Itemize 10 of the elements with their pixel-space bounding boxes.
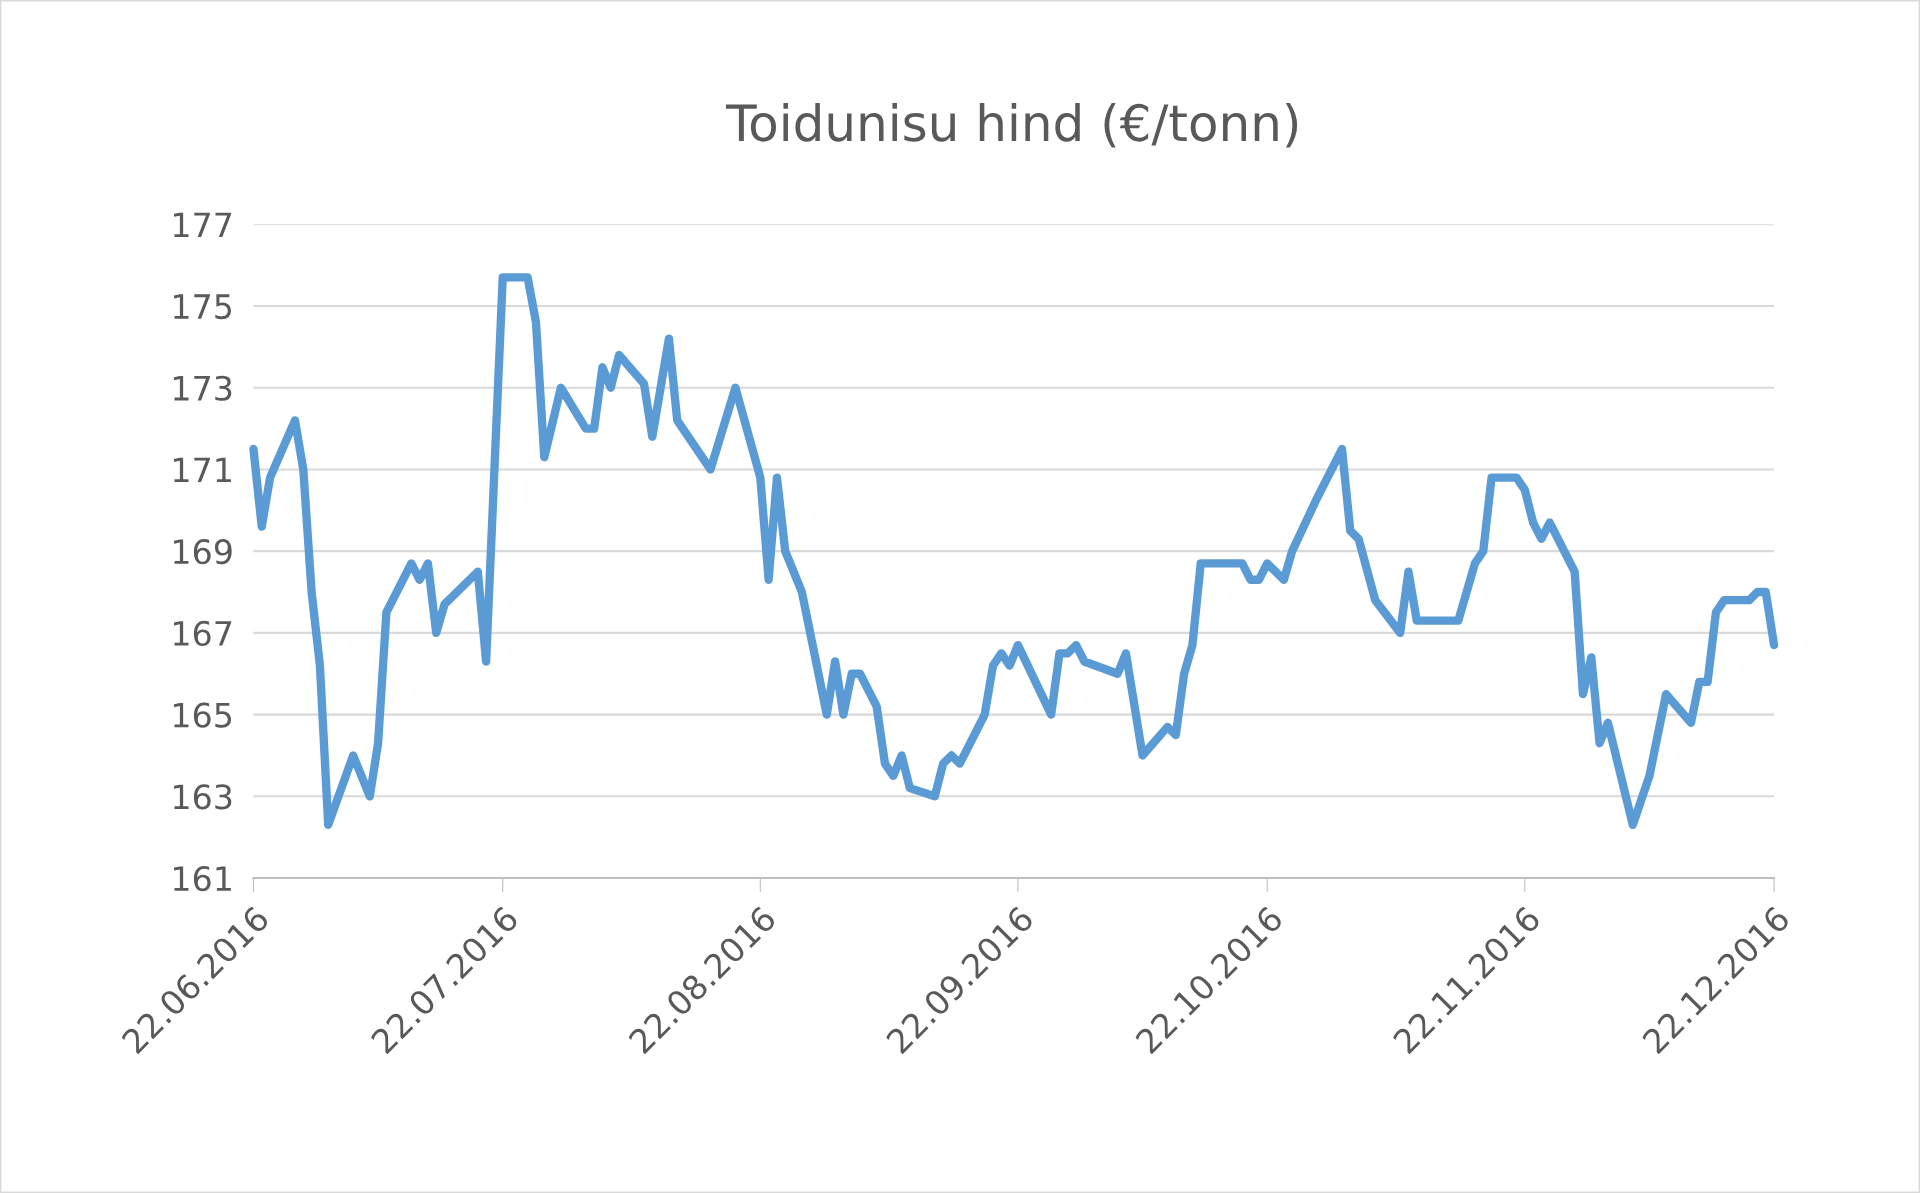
y-tick-label: 163 [174,784,232,810]
y-tick-label: 161 [174,865,231,892]
y-tick-label: 177 [174,212,232,237]
y-tick-label: 167 [174,620,232,647]
y-tick-label: 169 [174,539,232,565]
chart-title: Toidunisu hind (€/tonn) [725,102,1298,148]
y-tick-label: 175 [174,294,232,320]
y-tick-label: 171 [174,457,231,483]
y-tick-label: 173 [174,375,232,401]
y-tick-label: 165 [174,702,232,728]
